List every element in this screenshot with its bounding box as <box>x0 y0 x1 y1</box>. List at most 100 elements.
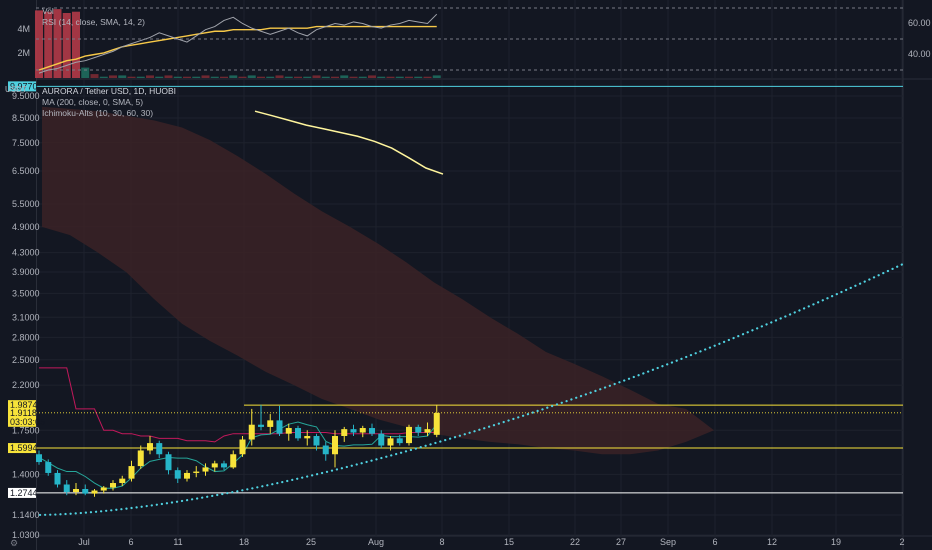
candle-body <box>82 489 89 494</box>
tenkan-line <box>38 421 438 489</box>
candle-body <box>211 463 218 468</box>
time-tick-label: Jul <box>78 537 90 547</box>
volume-bar <box>405 76 413 78</box>
volume-bar <box>109 75 117 78</box>
candle-body <box>63 484 70 493</box>
ichimoku-legend[interactable]: Ichimoku-Alts (10, 30, 60, 30) <box>42 108 154 118</box>
time-tick-label: 12 <box>767 537 777 547</box>
volume-bar <box>192 76 201 78</box>
price-tag <box>8 416 36 427</box>
candle-body <box>91 490 98 494</box>
volume-bar <box>118 75 127 78</box>
candle-body <box>295 428 301 439</box>
price-tick-label: 1.4000 <box>12 469 40 479</box>
price-tick-label: 4.3000 <box>12 248 40 258</box>
ma-legend[interactable]: MA (200, close, 0, SMA, 5) <box>42 97 144 107</box>
time-tick-label: Aug <box>368 537 384 547</box>
time-tick-label: 19 <box>831 537 841 547</box>
candle-body <box>258 424 264 427</box>
price-tag-label: 1.5994 <box>10 443 38 453</box>
drawing-toolbar <box>0 0 37 550</box>
volume-bar <box>173 76 182 78</box>
volume-bar <box>164 75 173 78</box>
candle-body <box>165 454 172 471</box>
time-tick-label: 8 <box>439 537 444 547</box>
price-tick-label: 1.7500 <box>12 425 40 435</box>
price-tag <box>8 407 36 418</box>
time-tick-label: 25 <box>306 537 316 547</box>
price-tick-label: 2.8000 <box>12 332 40 342</box>
candle-body <box>313 436 320 446</box>
candle-body <box>36 454 42 463</box>
volume-bar <box>395 76 404 78</box>
top-pane-legend: Vol RSI (14, close, SMA, 14, 2) <box>42 6 145 28</box>
chart-settings-icon: ⚙ <box>10 538 18 548</box>
volume-bar <box>99 76 108 78</box>
volume-bar <box>35 10 43 78</box>
price-tick-label: 3.5000 <box>12 288 40 298</box>
candle-body <box>369 428 375 434</box>
volume-bar <box>368 75 376 78</box>
volume-bar <box>358 76 367 78</box>
volume-bar <box>294 76 302 78</box>
candle-body <box>156 443 163 455</box>
volume-bar <box>340 75 349 78</box>
price-tick-label: 5.5000 <box>12 199 40 209</box>
candle-body <box>387 438 394 446</box>
volume-bar <box>53 9 62 79</box>
volume-bar <box>201 75 210 78</box>
price-tag-label: 03:03:05 <box>10 417 45 427</box>
time-tick-label: 2 <box>899 537 904 547</box>
candle-body <box>322 445 329 455</box>
candle-body <box>248 424 255 440</box>
price-tag <box>8 400 36 411</box>
main-pane-legend: AURORA / Tether USD, 1D, HUOBI MA (200, … <box>42 86 176 119</box>
price-tick-label: 2.2000 <box>12 380 40 390</box>
volume-legend: Vol <box>42 6 54 16</box>
rsi-line <box>38 13 438 74</box>
volume-bar <box>155 76 164 78</box>
volume-bar <box>284 76 293 78</box>
candle-body <box>415 426 422 433</box>
candle-body <box>54 472 61 485</box>
candle-body <box>184 472 190 479</box>
candle-body <box>304 436 311 439</box>
volume-bar <box>349 76 358 78</box>
volume-bar <box>312 75 321 78</box>
symbol-title[interactable]: AURORA / Tether USD, 1D, HUOBI <box>42 86 176 96</box>
ichimoku-cloud <box>42 106 714 455</box>
volume-bar <box>210 76 219 78</box>
volume-bar <box>386 76 395 78</box>
candle-body <box>221 463 227 468</box>
price-tag-label: 1.9118 <box>10 408 37 418</box>
candle-body <box>119 478 126 484</box>
time-tick-label: 18 <box>239 537 249 547</box>
rsi-legend: RSI (14, close, SMA, 14, 2) <box>42 17 145 27</box>
volume-bar <box>275 75 284 78</box>
price-tick-label: 8.5000 <box>12 113 40 123</box>
candle-body <box>285 428 292 434</box>
candle-body <box>230 454 237 468</box>
candle-body <box>359 428 366 433</box>
currency-label: USDT <box>5 85 27 94</box>
volume-bar <box>423 76 432 78</box>
candle-body <box>147 443 153 451</box>
candle-body <box>202 467 209 472</box>
price-tick-label: 3.1000 <box>12 312 40 322</box>
candle-body <box>128 466 135 479</box>
candle-body <box>100 487 107 491</box>
price-tag-label: 1.2744 <box>10 488 38 498</box>
price-tag <box>8 487 36 498</box>
candle-body <box>396 438 403 444</box>
candle-body <box>137 450 144 467</box>
time-tick-label: 6 <box>128 537 133 547</box>
price-tick-label: 1.1400 <box>12 510 40 520</box>
candle-body <box>45 462 52 473</box>
volume-bar <box>136 76 145 78</box>
volume-bar <box>414 76 423 78</box>
candle-body <box>276 420 283 434</box>
candle-body <box>406 426 412 444</box>
price-tick-label: 7.5000 <box>12 138 40 148</box>
volume-bar <box>72 11 80 79</box>
